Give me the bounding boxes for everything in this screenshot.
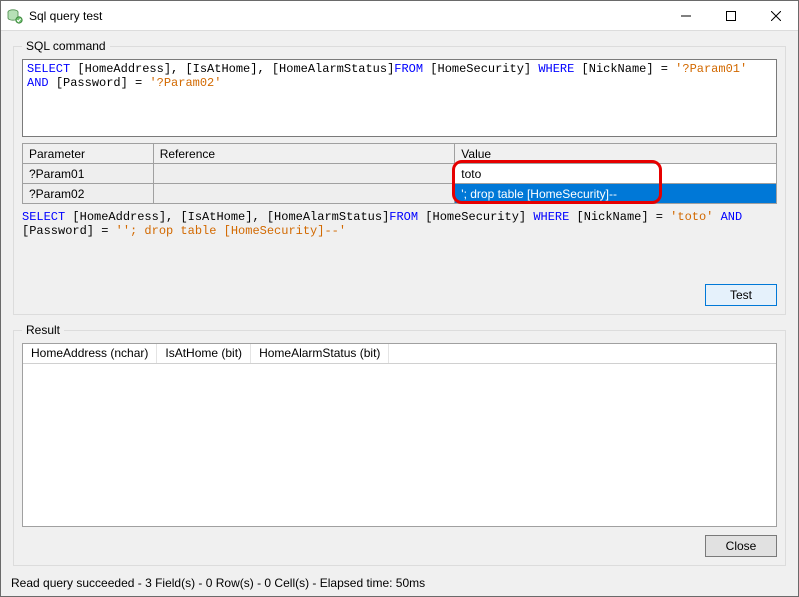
result-legend: Result xyxy=(22,323,64,337)
close-dialog-button[interactable]: Close xyxy=(705,535,777,557)
param-table-wrap: Parameter Reference Value ?Param01toto?P… xyxy=(22,143,777,204)
param-cell-parameter[interactable]: ?Param01 xyxy=(23,164,154,184)
close-button[interactable] xyxy=(753,1,798,30)
param-cell-parameter[interactable]: ?Param02 xyxy=(23,184,154,204)
param-col-parameter[interactable]: Parameter xyxy=(23,144,154,164)
sql-resolved-box: SELECT [HomeAddress], [IsAtHome], [HomeA… xyxy=(22,210,777,238)
status-text: Read query succeeded - 3 Field(s) - 0 Ro… xyxy=(11,576,425,590)
result-grid[interactable]: HomeAddress (nchar)IsAtHome (bit)HomeAla… xyxy=(22,343,777,527)
window-controls xyxy=(663,1,798,30)
maximize-button[interactable] xyxy=(708,1,753,30)
param-table[interactable]: Parameter Reference Value ?Param01toto?P… xyxy=(22,143,777,204)
titlebar[interactable]: Sql query test xyxy=(1,1,798,31)
window-title: Sql query test xyxy=(29,9,663,23)
status-bar: Read query succeeded - 3 Field(s) - 0 Ro… xyxy=(1,574,798,596)
param-col-value[interactable]: Value xyxy=(455,144,777,164)
param-cell-reference[interactable] xyxy=(153,184,455,204)
param-col-reference[interactable]: Reference xyxy=(153,144,455,164)
app-icon xyxy=(7,8,23,24)
minimize-button[interactable] xyxy=(663,1,708,30)
window-root: Sql query test SQL command SELECT [HomeA… xyxy=(0,0,799,597)
result-column-header[interactable]: HomeAddress (nchar) xyxy=(23,344,157,363)
result-column-header[interactable]: HomeAlarmStatus (bit) xyxy=(251,344,389,363)
result-group: Result HomeAddress (nchar)IsAtHome (bit)… xyxy=(13,323,786,566)
sql-command-group: SQL command SELECT [HomeAddress], [IsAtH… xyxy=(13,39,786,315)
param-cell-value[interactable]: '; drop table [HomeSecurity]-- xyxy=(455,184,777,204)
result-column-header[interactable]: IsAtHome (bit) xyxy=(157,344,251,363)
test-button[interactable]: Test xyxy=(705,284,777,306)
sql-template-box[interactable]: SELECT [HomeAddress], [IsAtHome], [HomeA… xyxy=(22,59,777,137)
param-row[interactable]: ?Param01 toto xyxy=(23,164,777,184)
param-cell-reference[interactable] xyxy=(153,164,455,184)
sql-command-legend: SQL command xyxy=(22,39,110,53)
client-area: SQL command SELECT [HomeAddress], [IsAtH… xyxy=(1,31,798,574)
param-row[interactable]: ?Param02 '; drop table [HomeSecurity]-- xyxy=(23,184,777,204)
param-cell-value[interactable]: toto xyxy=(455,164,777,184)
